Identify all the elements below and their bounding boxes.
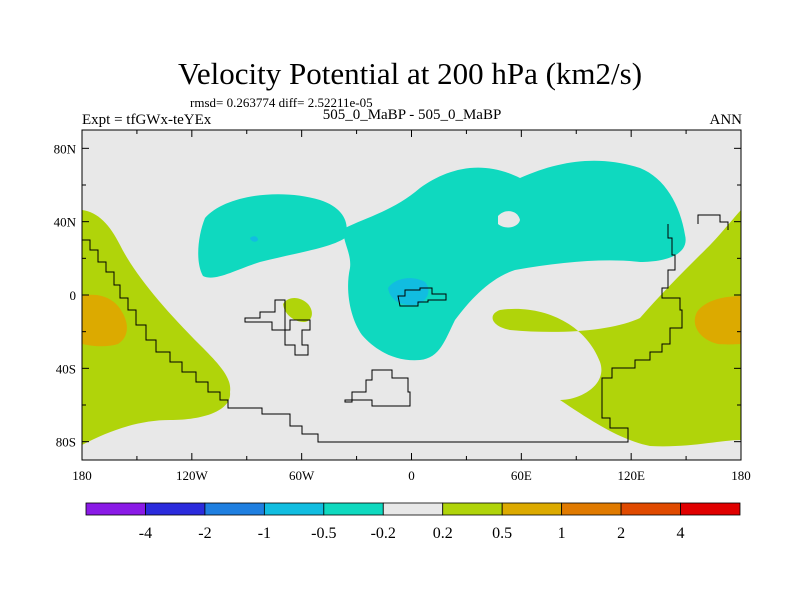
colorbar-swatch [501,502,563,516]
y-axis: 80N 40N 0 40S 80S [54,141,741,450]
colorbar-level-label: 0.2 [433,525,453,542]
colorbar-swatch [145,502,206,516]
contour-pos-weak-south-america [283,298,312,322]
x-tick-label: 120W [176,468,209,483]
season-label: ANN [710,112,743,128]
colorbar-swatch [263,502,325,516]
contour-pos-weak-pacific-west [82,210,231,445]
y-tick-label: 0 [70,288,77,303]
colorbar-swatch [680,502,741,516]
contour-neg-weak-north-america [198,194,347,278]
expt-label: Expt = tfGWx-teYEx [82,112,212,128]
colorbar-swatch [561,502,622,516]
contour-neg-weak-eurasia-africa [343,160,686,361]
case-label: 505_0_MaBP - 505_0_MaBP [323,107,502,123]
colorbar-level-label: -0.2 [371,525,396,542]
contour-neg-mid-small [250,236,258,242]
colorbar-level-label: 1 [558,525,566,542]
coastline-west-continent [82,224,683,443]
colorbar: -4 -2 -1 -0.5 -0.2 0.2 0.5 1 2 4 [85,502,741,542]
contour-pos-mid-east [694,296,741,345]
contour-pos-mid-west [82,294,127,347]
colorbar-level-label: 2 [617,525,625,542]
colorbar-swatch [620,502,681,516]
colorbar-level-label: 0.5 [492,525,512,542]
x-tick-label: 0 [408,468,415,483]
colorbar-level-label: -4 [139,525,152,542]
x-tick-label: 60E [511,468,532,483]
x-tick-label: 120E [617,468,645,483]
x-tick-label: 180 [72,468,92,483]
colorbar-level-label: -1 [258,525,271,542]
map-panel [82,130,741,460]
colorbar-level-label: -0.5 [311,525,336,542]
contour-pos-weak-pacific-east [492,210,741,447]
y-tick-label: 40S [56,361,76,376]
stats-line: rmsd= 0.263774 diff= 2.52211e-05 [190,95,373,110]
coastline-southern-island [344,369,411,407]
colorbar-swatch [382,502,444,516]
coastline-northeast [697,214,729,230]
y-tick-label: 40N [54,215,77,230]
x-axis: 180 120W 60W 0 60E 120E 180 [72,130,751,483]
colorbar-level-label: 4 [677,525,685,542]
chart-title: Velocity Potential at 200 hPa (km2/s) [178,56,642,91]
colorbar-swatch [204,502,265,516]
colorbar-level-label: -2 [198,525,211,542]
colorbar-swatch [442,502,503,516]
colorbar-swatch [323,502,384,516]
colorbar-swatch [85,502,146,516]
coastlines [82,214,729,443]
coastline-africa [397,287,447,307]
x-tick-label: 180 [731,468,751,483]
y-tick-label: 80N [54,141,77,156]
coastline-south-america [244,299,311,356]
y-tick-label: 80S [56,435,76,450]
contour-gray-hole [498,211,520,228]
x-tick-label: 60W [289,468,315,483]
